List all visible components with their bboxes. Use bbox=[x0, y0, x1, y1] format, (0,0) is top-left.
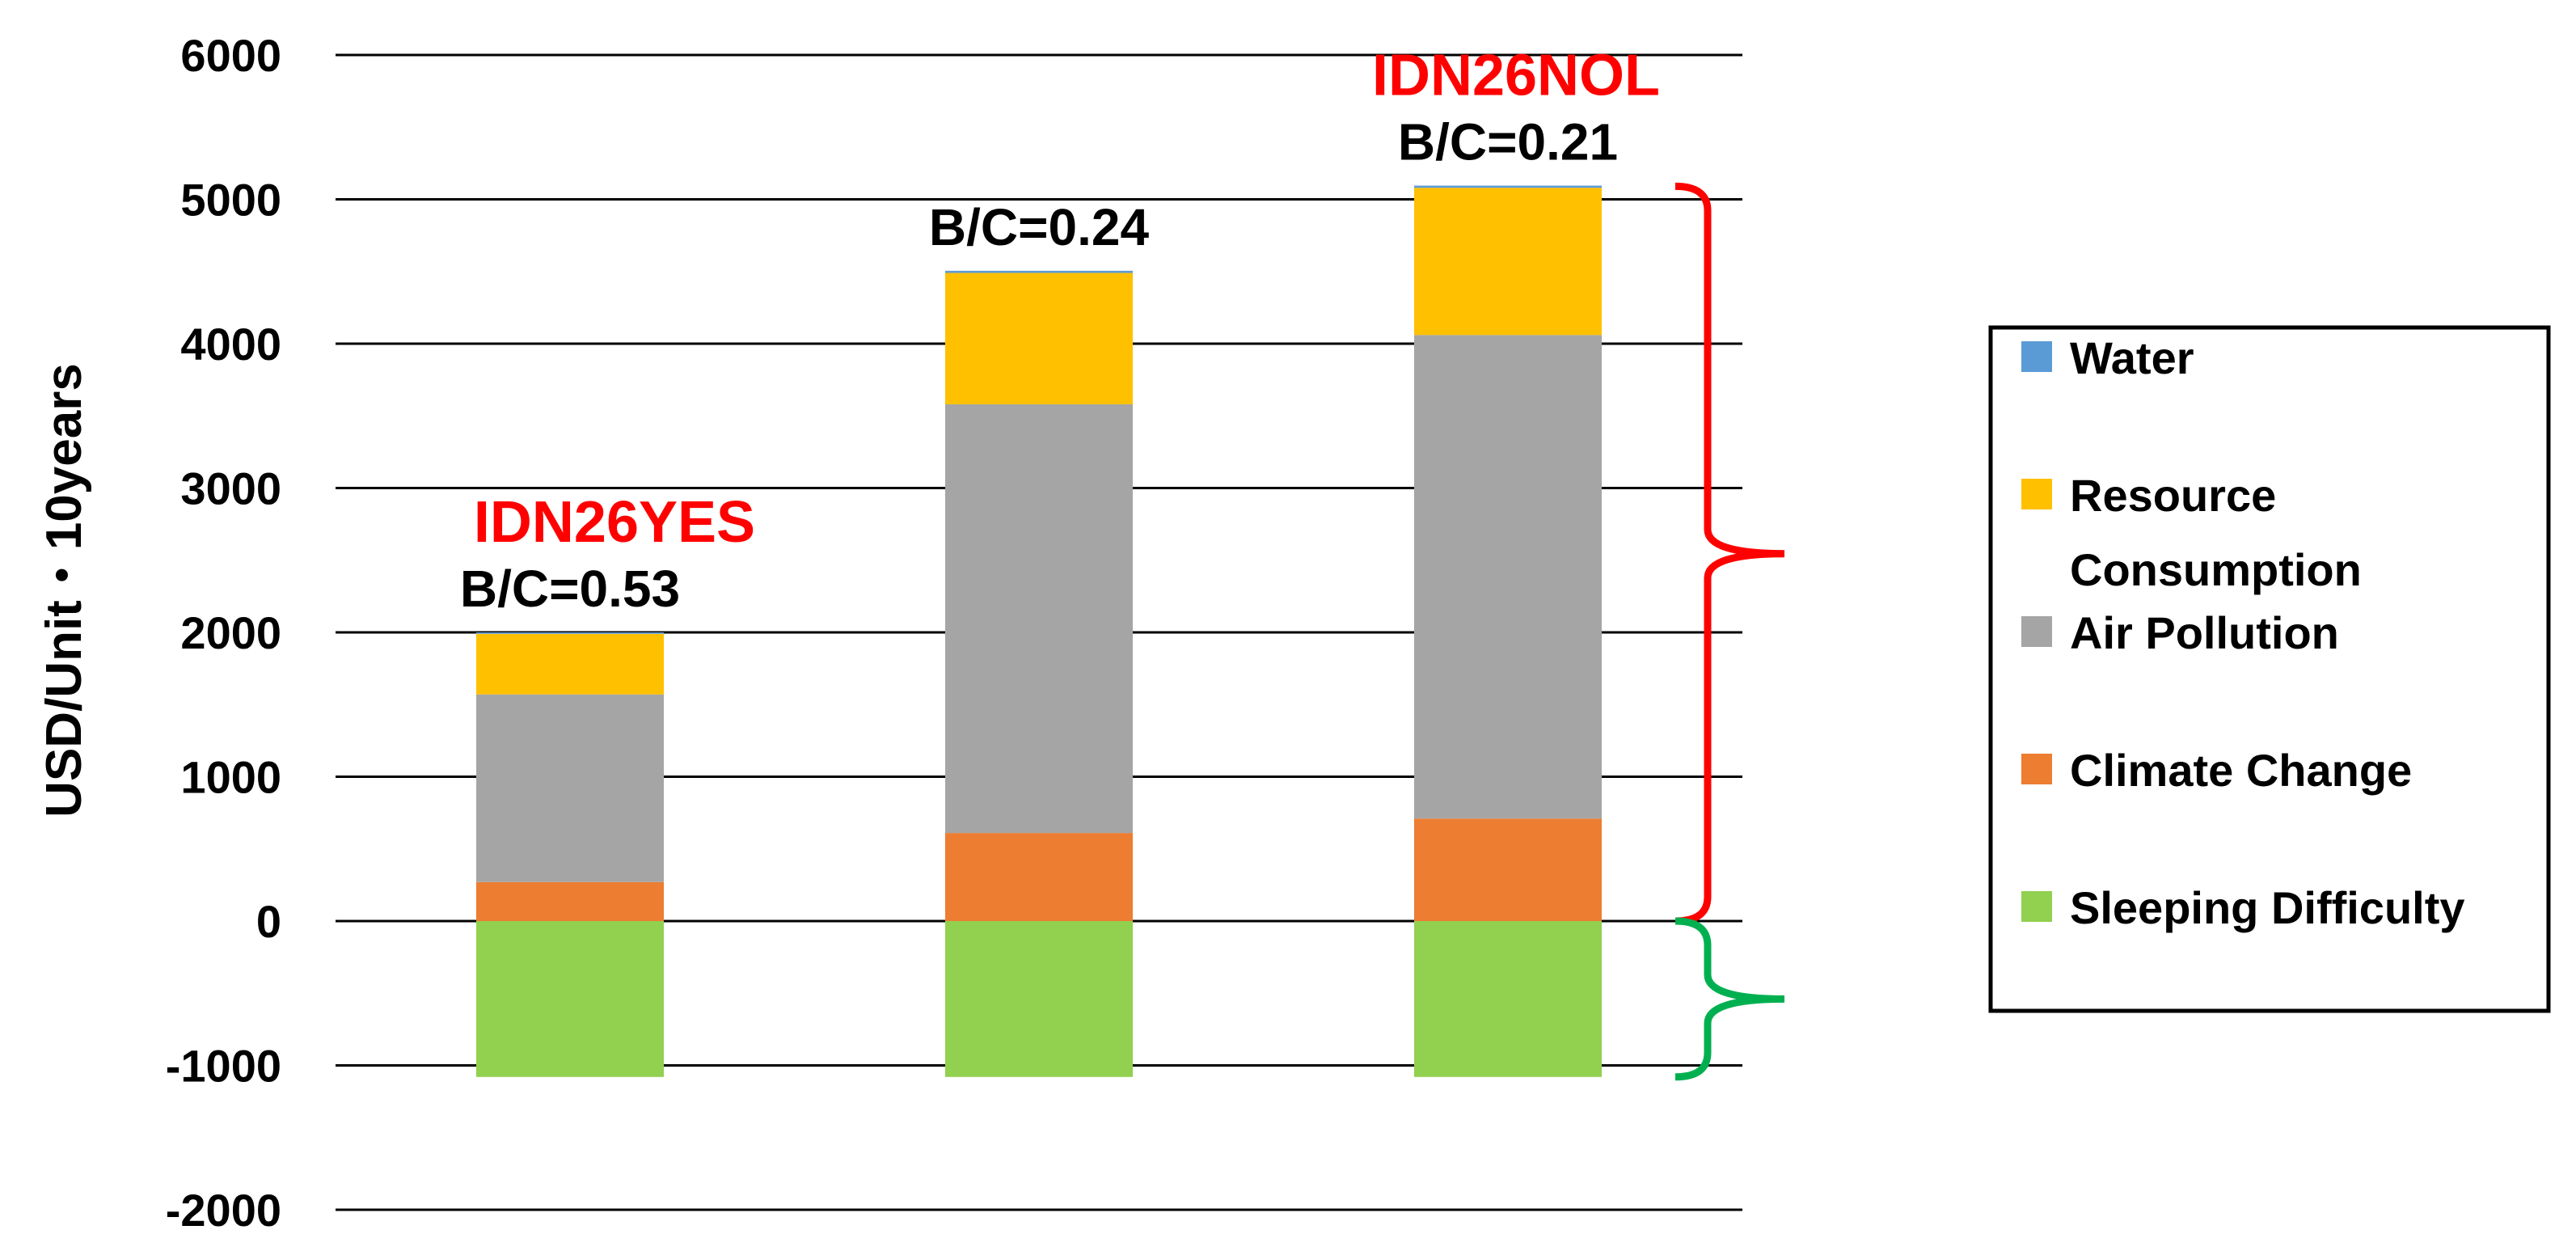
y-tick-label: 4000 bbox=[180, 319, 281, 370]
legend-swatch bbox=[2021, 341, 2052, 372]
legend-swatch bbox=[2021, 891, 2052, 922]
y-axis-ticks: 6000 5000 4000 3000 2000 1000 0 -1000 -2000 bbox=[166, 30, 281, 1236]
bar-segment-water bbox=[945, 270, 1133, 273]
bar-segment-water bbox=[476, 632, 664, 634]
bar-segment-climate-change bbox=[476, 881, 664, 921]
y-axis-label: USD/Unit・10years bbox=[36, 363, 92, 818]
bar-segment-climate-change bbox=[945, 833, 1133, 921]
y-tick-label: 0 bbox=[256, 896, 281, 947]
legend: Water Resource Consumption Air Pollution Cli… bbox=[1988, 325, 2551, 1013]
y-tick-label: 2000 bbox=[180, 607, 281, 658]
bar-segment-air-pollution bbox=[1414, 335, 1602, 819]
legend-box bbox=[1988, 325, 2551, 1013]
y-tick-label: -2000 bbox=[166, 1185, 281, 1236]
bc-ratio-label: B/C=0.21 bbox=[1398, 113, 1618, 171]
y-tick-label: 3000 bbox=[180, 463, 281, 514]
case-name-label: IDN26NOL bbox=[1372, 44, 1660, 108]
case-name-label: IDN26YES bbox=[474, 490, 755, 555]
legend-swatch bbox=[2021, 754, 2052, 784]
bc-ratio-label: B/C=0.53 bbox=[460, 560, 680, 618]
legend-label: Sleeping Difficulty bbox=[2070, 882, 2465, 933]
legend-label: Air Pollution bbox=[2070, 607, 2339, 658]
bar-segment-sleeping-difficulty bbox=[945, 921, 1133, 1077]
bar-segment-water bbox=[1414, 185, 1602, 188]
legend-swatch bbox=[2021, 616, 2052, 647]
bc-ratio-label: B/C=0.24 bbox=[929, 198, 1150, 256]
bar-segment-air-pollution bbox=[945, 404, 1133, 834]
y-tick-label: 1000 bbox=[180, 752, 281, 803]
y-tick-label: -1000 bbox=[166, 1041, 281, 1092]
curly-bracket bbox=[1674, 182, 1785, 925]
bar-segment-climate-change bbox=[1414, 818, 1602, 921]
bar-segment-sleeping-difficulty bbox=[476, 921, 664, 1077]
legend-label: Climate Change bbox=[2070, 745, 2412, 796]
curly-bracket bbox=[1674, 917, 1785, 1081]
bars bbox=[476, 185, 1602, 1077]
legend-swatch bbox=[2021, 479, 2052, 509]
legend-label: Resource Consumption bbox=[2070, 470, 2362, 595]
brackets bbox=[1674, 182, 1785, 1081]
bar-segment-sleeping-difficulty bbox=[1414, 921, 1602, 1077]
bar-segment-resource-consumption bbox=[945, 273, 1133, 404]
bar-segment-resource-consumption bbox=[1414, 188, 1602, 336]
bar-segment-air-pollution bbox=[476, 694, 664, 882]
legend-label: Water bbox=[2070, 332, 2194, 383]
y-tick-label: 6000 bbox=[180, 30, 281, 81]
bar-segment-resource-consumption bbox=[476, 633, 664, 695]
y-tick-label: 5000 bbox=[180, 175, 281, 226]
